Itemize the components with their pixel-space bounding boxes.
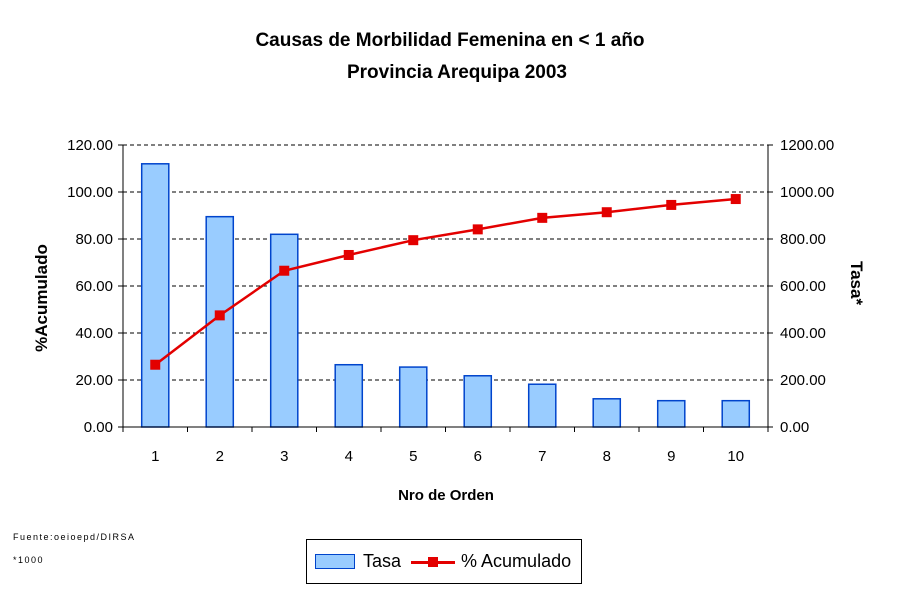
y-left-tick-label: 60.00 [75,278,113,295]
x-tick-label: 4 [345,448,353,465]
chart-title: Causas de Morbilidad Femenina en < 1 año [255,30,644,51]
tick-labels: 0.00 20.00 40.00 60.00 80.00 100.00 120.00 0.00… [67,137,834,465]
y-left-tick-label: 40.00 [75,325,113,342]
source-note: Fuente:oeioepd/DIRSA [13,532,136,542]
bar [592,398,622,428]
bar [527,383,557,428]
line-path [154,197,736,366]
bar [398,366,428,428]
line-point [408,235,419,246]
y-left-tick-label: 80.00 [75,231,113,248]
line-point [279,265,290,276]
x-axis-title: Nro de Orden [398,487,494,504]
chart-subtitle: Provincia Arequipa 2003 [347,62,567,83]
bar [269,233,299,428]
y-right-tick-label: 400.00 [780,325,826,342]
y-right-tick-label: 800.00 [780,231,826,248]
bar [463,375,493,428]
y-right-tick-label: 0.00 [780,419,809,436]
line-point [601,207,612,218]
x-tick-label: 5 [409,448,417,465]
line-point [214,310,225,321]
line-point [343,249,354,260]
x-tick-label: 6 [474,448,482,465]
line-point [472,224,483,235]
x-tick-label: 7 [538,448,546,465]
y-right-tick-label: 200.00 [780,372,826,389]
legend-label-acumulado: % Acumulado [461,551,572,571]
line-point [730,194,741,205]
y-left-tick-label: 120.00 [67,137,113,154]
y-left-tick-label: 20.00 [75,372,113,389]
x-tick-label: 9 [667,448,675,465]
x-tick-label: 8 [603,448,611,465]
y-right-tick-label: 600.00 [780,278,826,295]
x-tick-label: 1 [151,448,159,465]
x-tick-label: 2 [216,448,224,465]
line-point [666,199,677,210]
y-axis-left-title: %Acumulado [32,244,51,352]
bar [656,399,686,428]
y-right-tick-label: 1200.00 [780,137,834,154]
line-point [150,359,161,370]
legend: Tasa % Acumulado [306,539,582,584]
line-point [537,212,548,223]
bar [334,363,364,428]
rate-note: *1000 [13,555,45,565]
y-right-tick-label: 1000.00 [780,184,834,201]
x-tick-label: 3 [280,448,288,465]
line-series [150,194,741,370]
axes [118,144,773,432]
legend-line-swatch [411,554,456,570]
legend-bar-swatch [315,554,355,569]
y-left-tick-label: 0.00 [84,419,113,436]
x-tick-label: 10 [727,448,744,465]
bar [140,163,170,428]
y-axis-right-title: Tasa* [847,261,866,305]
bar-series [140,163,751,428]
bar [721,399,751,428]
legend-label-tasa: Tasa [363,551,402,571]
y-left-tick-label: 100.00 [67,184,113,201]
